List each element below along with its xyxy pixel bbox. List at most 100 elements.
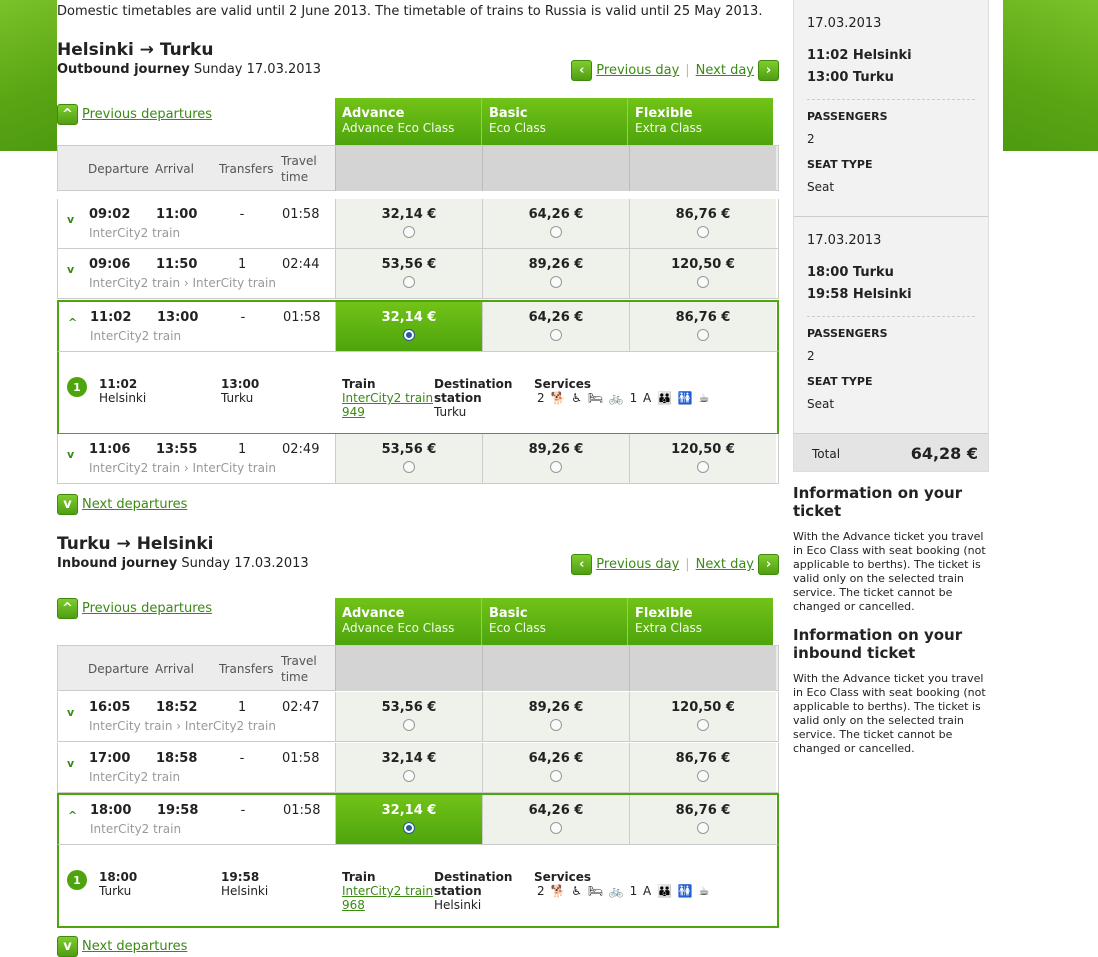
chevron-right-icon[interactable]: › xyxy=(758,60,779,81)
chevron-down-icon[interactable]: v xyxy=(57,936,78,957)
fare-radio-checked[interactable] xyxy=(403,329,415,341)
fare-radio[interactable] xyxy=(550,276,562,288)
fare-radio[interactable] xyxy=(697,461,709,473)
fare-cell-flexible[interactable]: 120,50 € xyxy=(629,249,776,298)
fare-cell-advance[interactable]: 53,56 € xyxy=(335,434,482,483)
train-number-link[interactable]: 968 xyxy=(342,898,365,912)
outbound-previous-departures[interactable]: ^ Previous departures xyxy=(57,104,212,125)
fare-cell-basic[interactable]: 89,26 € xyxy=(482,249,629,298)
train-link[interactable]: InterCity2 train xyxy=(342,884,434,898)
detail-train-label: Train xyxy=(342,377,376,391)
fare-radio[interactable] xyxy=(403,461,415,473)
inbound-next-day-link[interactable]: Next day xyxy=(695,557,754,572)
chevron-up-icon[interactable]: ^ xyxy=(57,598,78,619)
fare-cell-advance-selected[interactable]: 32,14 € xyxy=(335,302,482,351)
inbound-previous-departures-link[interactable]: Previous departures xyxy=(82,601,213,616)
detail-destination-label: Destination xyxy=(434,377,513,391)
fare-radio[interactable] xyxy=(403,770,415,782)
timetable-notice: Domestic timetables are valid until 2 Ju… xyxy=(57,4,763,19)
fare-radio[interactable] xyxy=(697,329,709,341)
fare-radio[interactable] xyxy=(550,822,562,834)
fare-radio[interactable] xyxy=(550,329,562,341)
fare-cell-flexible[interactable]: 86,76 € xyxy=(629,302,776,351)
fare-cell-flexible[interactable]: 86,76 € xyxy=(629,743,776,792)
chevron-down-icon[interactable]: v xyxy=(57,494,78,515)
fare-radio[interactable] xyxy=(550,770,562,782)
fare-radio[interactable] xyxy=(550,226,562,238)
fare-radio-checked[interactable] xyxy=(403,822,415,834)
fare-cell-advance[interactable]: 53,56 € xyxy=(335,249,482,298)
fare-cell-basic[interactable]: 64,26 € xyxy=(482,302,629,351)
fare-cell-flexible[interactable]: 120,50 € xyxy=(629,692,776,741)
detail-destination-value: Turku xyxy=(434,405,467,419)
chevron-up-icon[interactable]: ^ xyxy=(68,316,78,329)
fare-cell-basic[interactable]: 64,26 € xyxy=(482,199,629,248)
outbound-date: Sunday 17.03.2013 xyxy=(193,62,322,77)
fare-cell-basic[interactable]: 89,26 € xyxy=(482,692,629,741)
inbound-previous-day-link[interactable]: Previous day xyxy=(596,557,680,572)
fare-cell-advance[interactable]: 32,14 € xyxy=(335,743,482,792)
chevron-down-icon[interactable]: v xyxy=(67,448,75,461)
price: 32,14 € xyxy=(381,751,437,766)
train-link[interactable]: InterCity2 train xyxy=(342,391,434,405)
fare-cell-basic[interactable]: 64,26 € xyxy=(482,795,629,844)
fare-header-basic: Basic Eco Class xyxy=(481,98,627,145)
fare-name: Advance xyxy=(342,106,405,121)
fare-radio[interactable] xyxy=(550,461,562,473)
chevron-down-icon[interactable]: v xyxy=(67,213,75,226)
chevron-up-icon[interactable]: ^ xyxy=(68,809,78,822)
table-row[interactable]: v 09:02 11:00 - 01:58 InterCity2 train 3… xyxy=(57,199,779,249)
chevron-down-icon[interactable]: v xyxy=(67,263,75,276)
detail-dep-time: 18:00 xyxy=(99,870,138,884)
col-arrival: Arrival xyxy=(155,162,194,176)
inbound-previous-departures[interactable]: ^ Previous departures xyxy=(57,598,212,619)
inbound-next-departures-link[interactable]: Next departures xyxy=(82,939,188,954)
table-row[interactable]: v 11:06 13:55 1 02:49 InterCity2 train ›… xyxy=(57,434,779,484)
total-value: 64,28 € xyxy=(910,444,978,463)
fare-radio[interactable] xyxy=(697,770,709,782)
fare-cell-flexible[interactable]: 86,76 € xyxy=(629,199,776,248)
inbound-ticket-info-text: With the Advance ticket you travel in Ec… xyxy=(793,672,986,755)
price: 89,26 € xyxy=(528,442,584,457)
chevron-up-icon[interactable]: ^ xyxy=(57,104,78,125)
fare-radio[interactable] xyxy=(403,276,415,288)
fare-radio[interactable] xyxy=(403,226,415,238)
fare-radio[interactable] xyxy=(550,719,562,731)
table-row[interactable]: v 16:05 18:52 1 02:47 InterCity train › … xyxy=(57,692,779,742)
fare-radio[interactable] xyxy=(697,276,709,288)
inbound-journey-line: Inbound journey Sunday 17.03.2013 xyxy=(57,556,309,571)
outbound-next-departures-link[interactable]: Next departures xyxy=(82,497,188,512)
fare-cell-basic[interactable]: 89,26 € xyxy=(482,434,629,483)
outbound-previous-day-link[interactable]: Previous day xyxy=(596,63,680,78)
fare-radio[interactable] xyxy=(697,822,709,834)
chevron-down-icon[interactable]: v xyxy=(67,757,75,770)
chevron-left-icon[interactable]: ‹ xyxy=(571,554,593,575)
detail-departure: 18:00 Turku xyxy=(99,870,137,898)
outbound-next-departures[interactable]: v Next departures xyxy=(57,494,187,515)
fare-cell-flexible[interactable]: 120,50 € xyxy=(629,434,776,483)
fare-radio[interactable] xyxy=(697,226,709,238)
table-row[interactable]: v 09:06 11:50 1 02:44 InterCity2 train ›… xyxy=(57,249,779,299)
fare-cell-advance[interactable]: 32,14 € xyxy=(335,199,482,248)
fare-cell-advance-selected[interactable]: 32,14 € xyxy=(335,795,482,844)
fare-cell-basic[interactable]: 64,26 € xyxy=(482,743,629,792)
inbound-next-departures[interactable]: v Next departures xyxy=(57,936,187,957)
chevron-right-icon[interactable]: › xyxy=(758,554,779,575)
fare-radio[interactable] xyxy=(403,719,415,731)
total-label: Total xyxy=(812,446,841,461)
outbound-next-day-link[interactable]: Next day xyxy=(695,63,754,78)
fare-radio[interactable] xyxy=(697,719,709,731)
summary-departure: 11:02 Helsinki xyxy=(807,48,912,63)
table-row[interactable]: v 17:00 18:58 - 01:58 InterCity2 train 3… xyxy=(57,743,779,793)
chevron-down-icon[interactable]: v xyxy=(67,706,75,719)
chevron-left-icon[interactable]: ‹ xyxy=(571,60,593,81)
summary-total: Total 64,28 € xyxy=(794,434,988,471)
table-row-selected[interactable]: ^ 18:00 19:58 - 01:58 InterCity2 train 3… xyxy=(57,793,779,845)
fare-cell-advance[interactable]: 53,56 € xyxy=(335,692,482,741)
outbound-previous-departures-link[interactable]: Previous departures xyxy=(82,107,213,122)
table-row-selected[interactable]: ^ 11:02 13:00 - 01:58 InterCity2 train 3… xyxy=(57,300,779,352)
departure-time: 11:02 xyxy=(90,310,132,325)
train-number-link[interactable]: 949 xyxy=(342,405,365,419)
price: 86,76 € xyxy=(675,751,731,766)
fare-cell-flexible[interactable]: 86,76 € xyxy=(629,795,776,844)
